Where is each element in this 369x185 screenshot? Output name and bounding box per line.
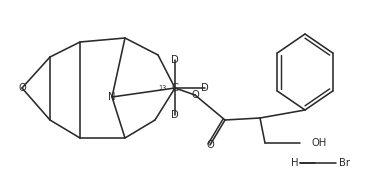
Text: OH: OH [311, 138, 326, 148]
Text: Br: Br [339, 158, 351, 168]
Text: C: C [172, 83, 179, 93]
Text: O: O [206, 140, 214, 150]
Text: N: N [108, 92, 116, 102]
Text: H: H [291, 158, 299, 168]
Text: D: D [171, 55, 179, 65]
Text: D: D [171, 110, 179, 120]
Text: O: O [18, 83, 26, 93]
Text: 13: 13 [159, 85, 167, 91]
Text: O: O [191, 90, 199, 100]
Text: D: D [201, 83, 209, 93]
